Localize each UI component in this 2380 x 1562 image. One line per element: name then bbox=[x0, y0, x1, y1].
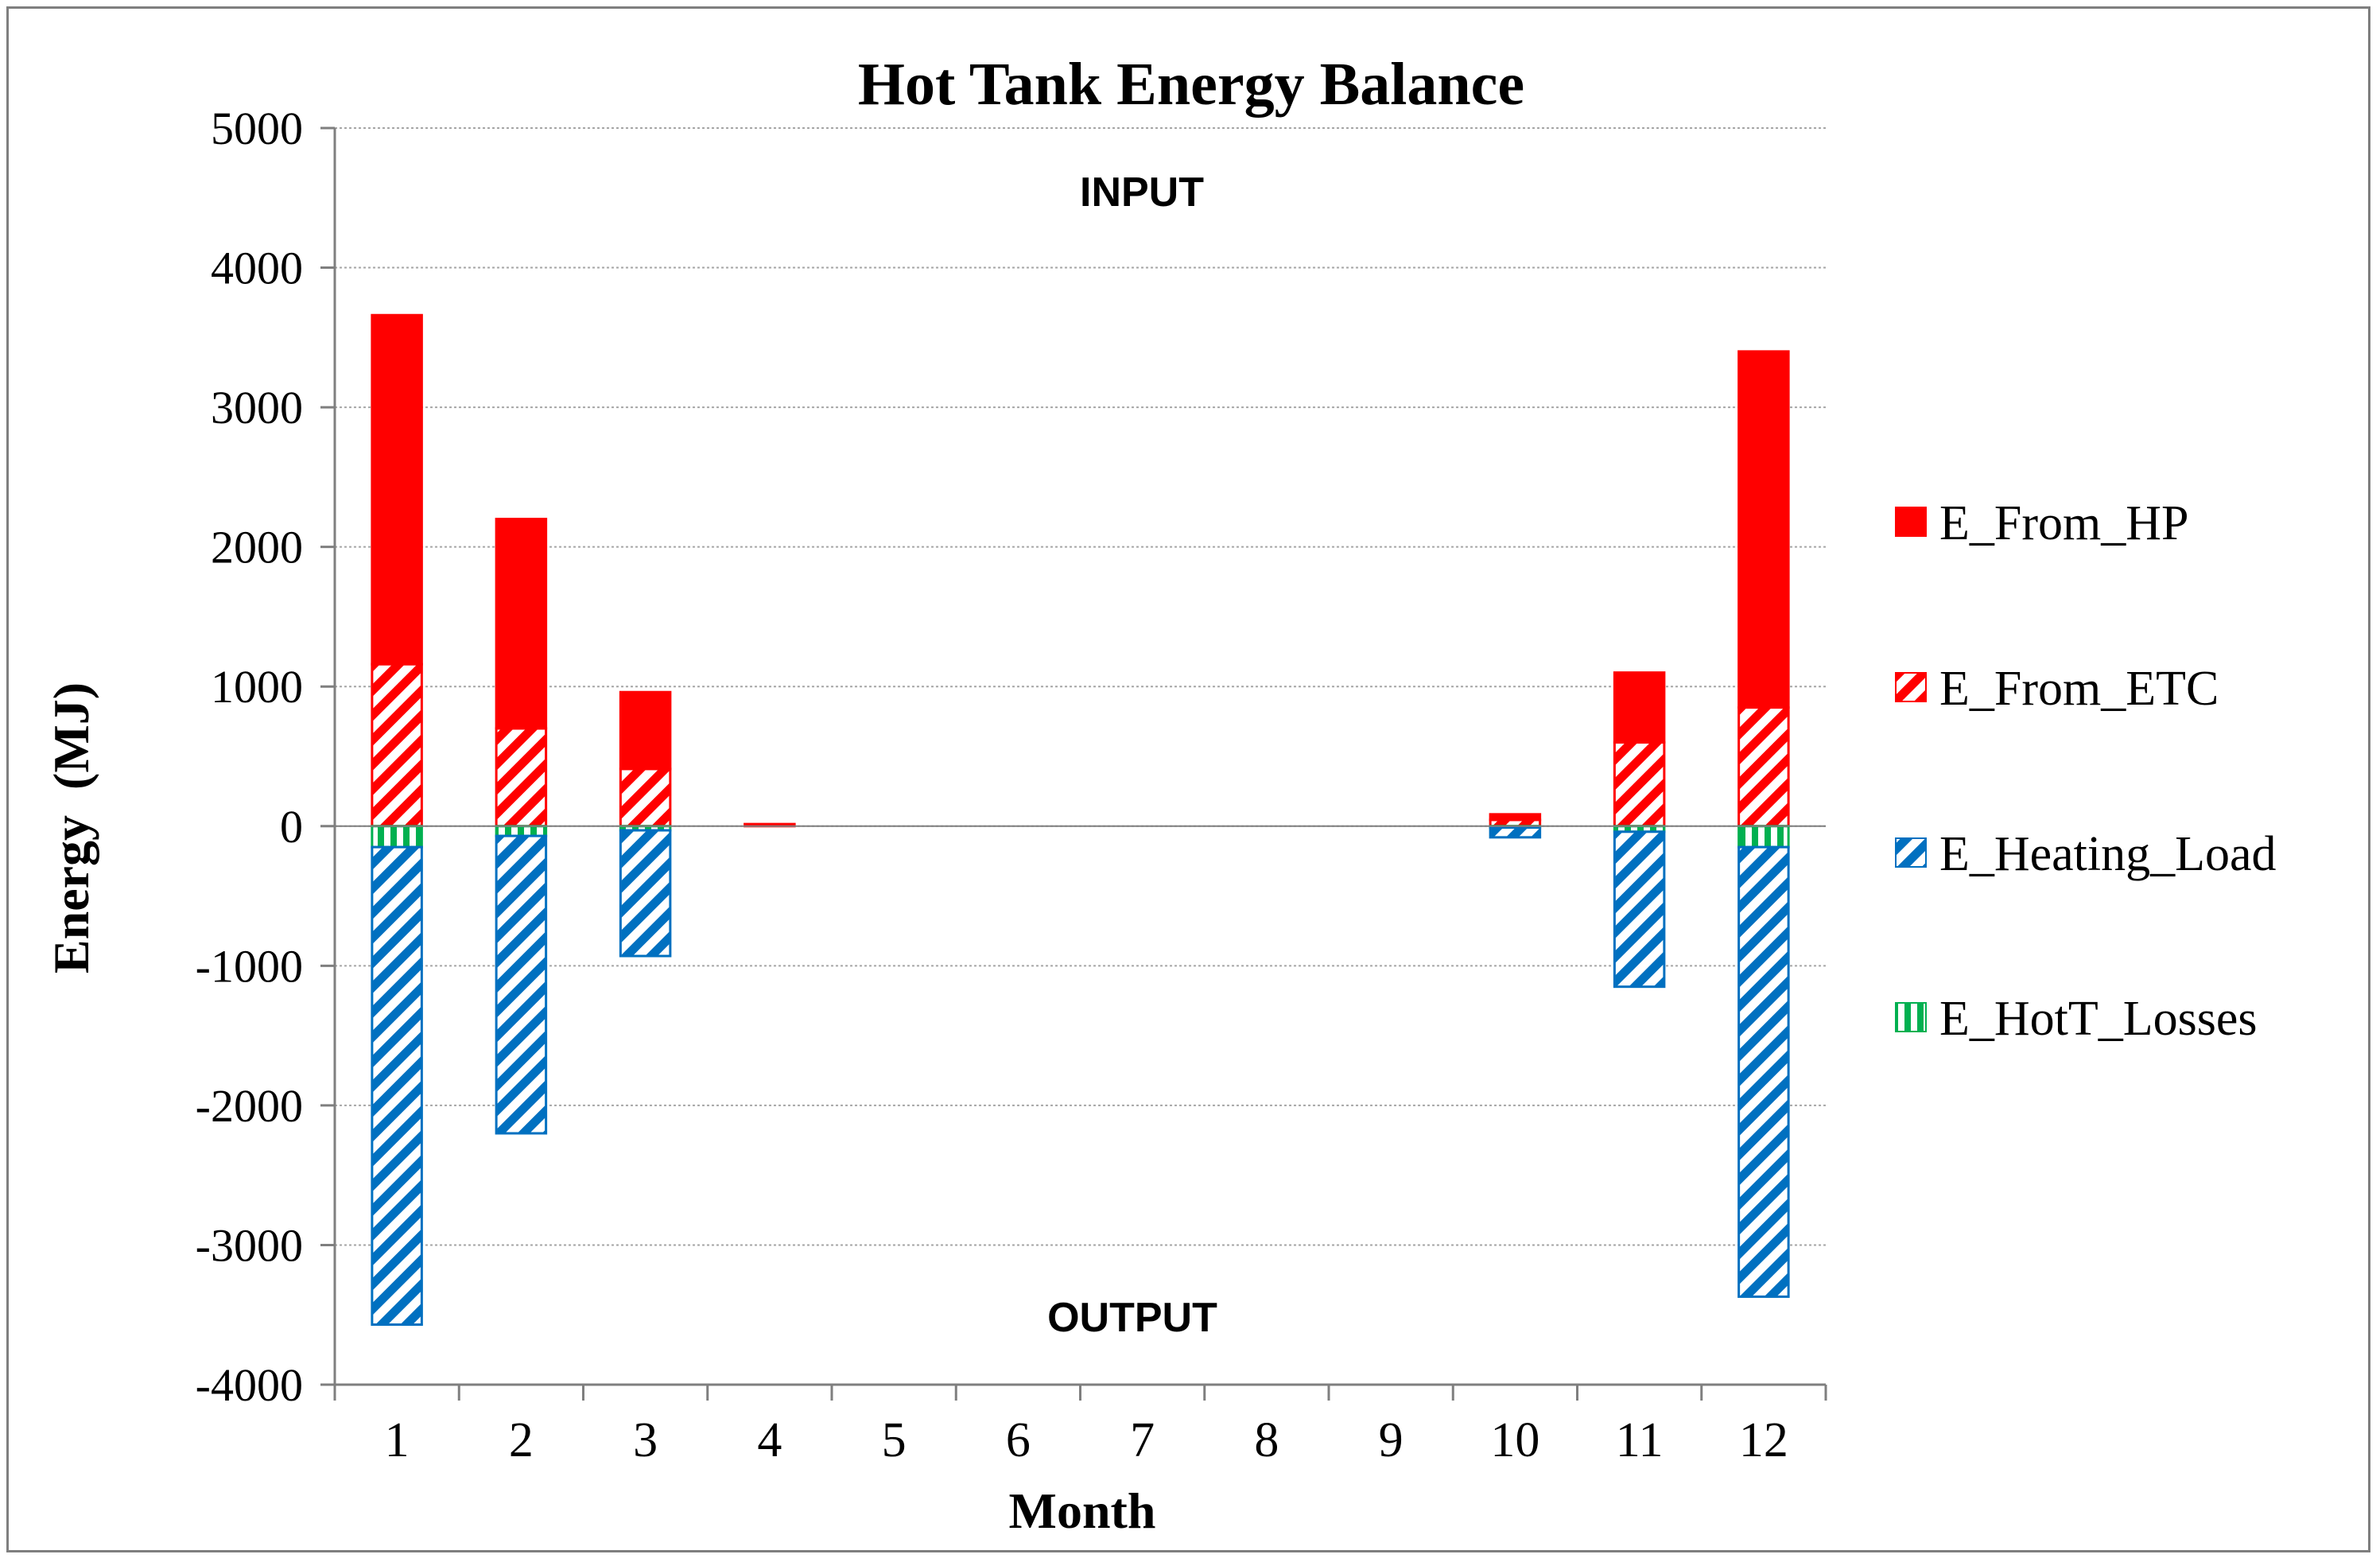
y-tick-label: 5000 bbox=[211, 103, 303, 154]
y-tick-label: 3000 bbox=[211, 382, 303, 433]
x-tick-label: 4 bbox=[757, 1413, 782, 1467]
y-tick-label: -3000 bbox=[196, 1219, 303, 1271]
bar-e-heating-load bbox=[1737, 845, 1790, 1298]
legend-swatch-e-heating-load bbox=[1895, 837, 1927, 868]
chart-frame: Hot Tank Energy Balance 5000 4000 3000 2000… bbox=[6, 6, 2370, 1552]
gridlines bbox=[335, 127, 1826, 1385]
bar-e-hott-losses bbox=[1737, 825, 1790, 849]
x-tick-label: 9 bbox=[1379, 1413, 1404, 1467]
bar-e-hott-losses bbox=[495, 825, 548, 837]
legend: E_From_HP E_From_ETC E_Heating_Load E_HotT_… bbox=[1895, 496, 2277, 1046]
bar-e-from-hp bbox=[1737, 350, 1790, 709]
legend-label: E_From_HP bbox=[1939, 496, 2188, 550]
bar-e-heating-load bbox=[1613, 830, 1666, 989]
bar-e-from-etc bbox=[619, 767, 672, 828]
bar-e-from-etc bbox=[495, 727, 548, 828]
bar-e-heating-load bbox=[619, 829, 672, 958]
x-tick-label: 3 bbox=[633, 1413, 658, 1467]
bar-e-from-hp bbox=[1613, 671, 1666, 744]
x-tick-label: 11 bbox=[1616, 1413, 1664, 1467]
y-tick-label: 2000 bbox=[211, 522, 303, 573]
y-axis-label: Energy (MJ) bbox=[43, 682, 99, 973]
hot-tank-energy-chart: Hot Tank Energy Balance 5000 4000 3000 2000… bbox=[43, 51, 2277, 1539]
chart-title: Hot Tank Energy Balance bbox=[858, 51, 1524, 118]
y-tick-label: -1000 bbox=[196, 940, 303, 992]
output-annotation: OUTPUT bbox=[1047, 1295, 1217, 1341]
x-axis-ticks: 1 2 3 4 5 6 7 8 9 10 11 12 bbox=[333, 1385, 1827, 1467]
x-tick-label: 7 bbox=[1130, 1413, 1155, 1467]
x-tick-label: 5 bbox=[882, 1413, 907, 1467]
bar-e-heating-load bbox=[1489, 826, 1542, 839]
x-tick-label: 1 bbox=[385, 1413, 410, 1467]
bar-e-hott-losses bbox=[371, 825, 423, 849]
x-tick-label: 10 bbox=[1490, 1413, 1539, 1467]
x-tick-label: 8 bbox=[1254, 1413, 1279, 1467]
x-tick-label: 6 bbox=[1006, 1413, 1031, 1467]
input-annotation: INPUT bbox=[1080, 169, 1204, 216]
bar-e-from-etc bbox=[371, 662, 423, 828]
bar-e-from-hp bbox=[371, 313, 423, 666]
y-tick-label: -4000 bbox=[196, 1359, 303, 1411]
legend-label: E_From_ETC bbox=[1939, 662, 2219, 716]
bar-e-from-hp bbox=[495, 518, 548, 730]
x-axis-label: Month bbox=[1009, 1482, 1156, 1539]
y-tick-label: 1000 bbox=[211, 661, 303, 713]
legend-swatch-e-from-etc bbox=[1895, 672, 1927, 702]
legend-label: E_HotT_Losses bbox=[1939, 992, 2258, 1046]
y-tick-label: 4000 bbox=[211, 243, 303, 294]
y-axis-ticks: 5000 4000 3000 2000 1000 0 -1000 -2000 -3000 -400… bbox=[196, 103, 335, 1411]
bar-e-from-hp bbox=[1489, 813, 1542, 822]
x-tick-label: 2 bbox=[509, 1413, 534, 1467]
bar-e-from-etc bbox=[1613, 740, 1666, 828]
bar-e-from-hp bbox=[619, 690, 672, 771]
legend-label: E_Heating_Load bbox=[1939, 827, 2277, 881]
legend-swatch-e-from-hp bbox=[1895, 507, 1927, 537]
y-tick-label: 0 bbox=[280, 801, 303, 853]
bar-e-heating-load bbox=[371, 845, 423, 1327]
bar-e-from-etc bbox=[1737, 706, 1790, 828]
bar-series bbox=[371, 313, 1790, 1327]
x-tick-label: 12 bbox=[1739, 1413, 1788, 1467]
legend-swatch-e-hott-losses bbox=[1895, 1002, 1927, 1032]
bar-e-heating-load bbox=[495, 834, 548, 1135]
y-tick-label: -2000 bbox=[196, 1080, 303, 1132]
